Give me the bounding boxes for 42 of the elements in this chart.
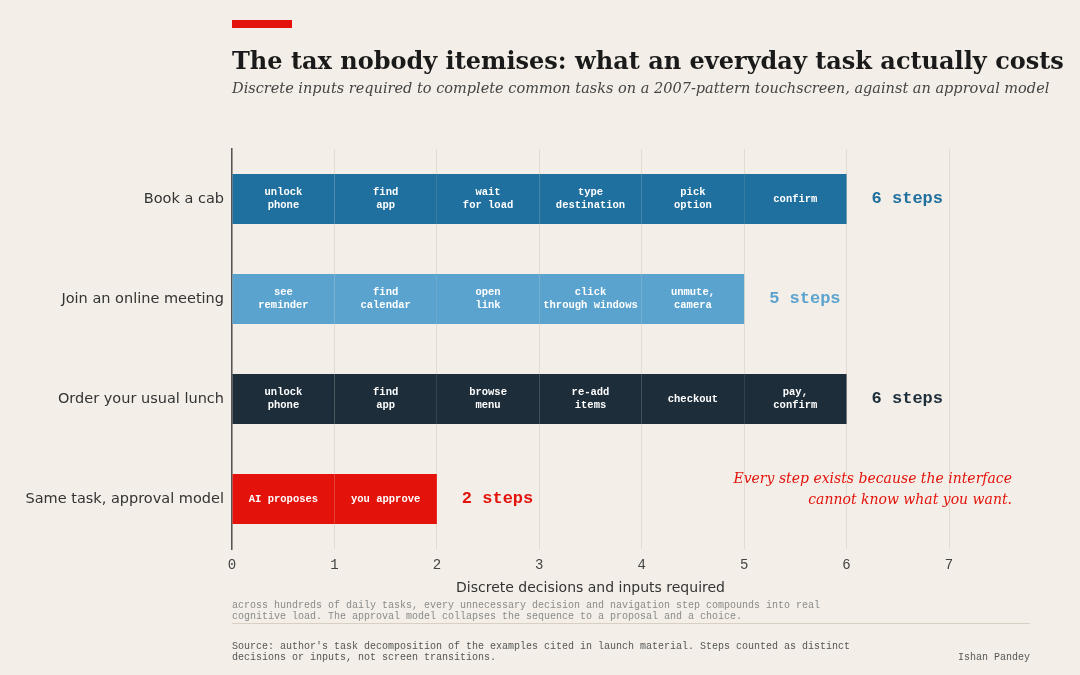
text: Ishan Pandey (957, 652, 1030, 663)
total-label: 2 steps (461, 489, 534, 509)
data-label: unlock phone (264, 386, 303, 412)
x-tick-label: 2 (432, 557, 442, 574)
total-label: 6 steps (871, 189, 943, 209)
x-axis-title: Discrete decisions and inputs required (456, 579, 725, 596)
data-label: confirm (773, 192, 818, 205)
source-note: Source: author's task decomposition of the examples cited in launch material. Steps counted as distinct decisions or inputs, not screen transitions. (232, 641, 852, 663)
data-label: wait for load (462, 186, 514, 212)
y-tick-label: Order your usual lunch (57, 389, 224, 406)
x-tick-label: 1 (330, 557, 339, 574)
data-label: click through windows (543, 286, 638, 312)
data-label: re-add items (571, 386, 610, 412)
y-tick-label: Join an online meeting (60, 289, 224, 306)
x-tick-label: 4 (637, 557, 646, 574)
data-label: unmute, camera (670, 286, 715, 312)
y-tick-label: Same task, approval model (25, 489, 224, 506)
total-label: 6 steps (871, 389, 943, 409)
data-label: find calendar (360, 286, 411, 312)
x-tick-label: 5 (739, 557, 749, 574)
total-label: 5 steps (769, 289, 841, 309)
data-label: pay, confirm (773, 386, 818, 412)
data-label: type destination (555, 186, 626, 212)
data-label: unlock phone (264, 186, 303, 212)
data-label: find app (373, 186, 399, 212)
data-label: pick option (674, 186, 712, 212)
chart-title: The tax nobody itemises: what an everyday task actually costs (232, 46, 1064, 75)
x-tick-label: 0 (227, 557, 237, 574)
data-label: browse menu (469, 386, 507, 412)
annotation: Every step exists because the interface cannot know what you want. (732, 469, 1012, 509)
data-label: find app (373, 386, 399, 412)
x-tick-label: 7 (944, 557, 954, 574)
y-tick-label: Book a cab (143, 189, 224, 206)
data-label: AI proposes (248, 492, 319, 505)
data-label: you approve (350, 492, 421, 505)
data-label: open link (475, 286, 501, 312)
x-tick-label: 6 (842, 557, 851, 574)
chart-subtitle: Discrete inputs required to complete common tasks on a 2007-pattern touchscreen, against an approval model (232, 80, 1050, 96)
data-label: see reminder (258, 286, 309, 312)
text: across hundreds of daily tasks, every unnecessary decision and navigation step compounds into real cognitive load. The approval model collapses the sequence to a proposal and a choice. (232, 600, 822, 622)
data-label: checkout (667, 392, 719, 405)
x-tick-label: 3 (535, 557, 544, 574)
